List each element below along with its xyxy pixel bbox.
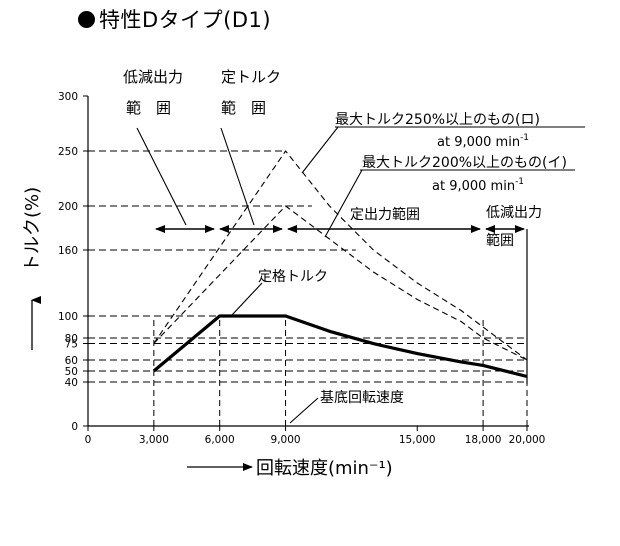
leader-max250: [301, 126, 339, 174]
y-tick-label-200: 200: [58, 201, 78, 213]
y-tick-label-75: 75: [65, 339, 78, 351]
leader-const-torque: [220, 127, 255, 226]
label-max200-at: at 9,000 min-1: [432, 177, 524, 194]
label-const-torque-1: 定トルク: [221, 68, 281, 86]
label-base-speed: 基底回転速度: [320, 389, 404, 406]
series-lines: [152, 150, 528, 379]
leader-lines: [136, 126, 585, 424]
x-tick-label-20000: 20,000: [509, 434, 546, 446]
y-tick-label-50: 50: [65, 366, 78, 378]
leader-rated: [231, 282, 263, 316]
y-tick-label-80: 80: [65, 333, 78, 345]
leader-max200: [324, 169, 363, 238]
annotations: 低減出力 範 囲 定トルク 範 囲 最大トルク250%以上のもの(ロ) at 9…: [123, 68, 567, 406]
label-max250: 最大トルク250%以上のもの(ロ): [335, 112, 540, 128]
y-tick-label-100: 100: [58, 311, 78, 323]
x-tick-label-15000: 15,000: [399, 434, 436, 446]
y-axis-title: トルク(%): [22, 187, 43, 272]
label-low-range-r2: 範囲: [486, 232, 514, 249]
y-tick-label-60: 60: [65, 355, 78, 367]
y-tick-label-160: 160: [58, 245, 78, 257]
x-tick-label-6000: 6,000: [205, 434, 235, 446]
x-tick-label-18000: 18,000: [465, 434, 502, 446]
x-tick-label-0: 0: [85, 434, 92, 446]
x-tick-label-9000: 9,000: [271, 434, 301, 446]
bullet-icon: [78, 11, 95, 28]
y-tick-label-40: 40: [65, 377, 78, 389]
label-rated: 定格トルク: [258, 269, 328, 285]
label-const-torque-2: 範 囲: [221, 99, 266, 117]
label-max200: 最大トルク200%以上のもの(イ): [362, 155, 567, 171]
y-tick-label-250: 250: [58, 146, 78, 158]
label-max250-at: at 9,000 min-1: [437, 133, 529, 150]
label-low-range-r1: 低減出力: [486, 204, 542, 221]
x-axis-title: 回転速度(min⁻¹): [256, 458, 393, 479]
leader-low-range: [136, 127, 187, 226]
series-line-0: [152, 314, 528, 379]
range-arrows: [155, 225, 528, 384]
y-tick-label-300: 300: [58, 91, 78, 103]
axis-titles: 回転速度(min⁻¹) トルク(%): [22, 187, 393, 479]
page-title: 特性Dタイプ(D1): [78, 4, 271, 34]
series-line-2: [153, 205, 528, 361]
title-text: 特性Dタイプ(D1): [99, 8, 272, 32]
x-tick-label-3000: 3,000: [139, 434, 169, 446]
y-tick-label-0: 0: [71, 421, 78, 433]
label-low-range-2: 範 囲: [126, 99, 171, 117]
leader-base-speed: [289, 397, 319, 424]
label-low-range-1: 低減出力: [123, 68, 183, 86]
series-line-1: [153, 150, 528, 361]
label-const-output: 定出力範囲: [350, 206, 420, 223]
